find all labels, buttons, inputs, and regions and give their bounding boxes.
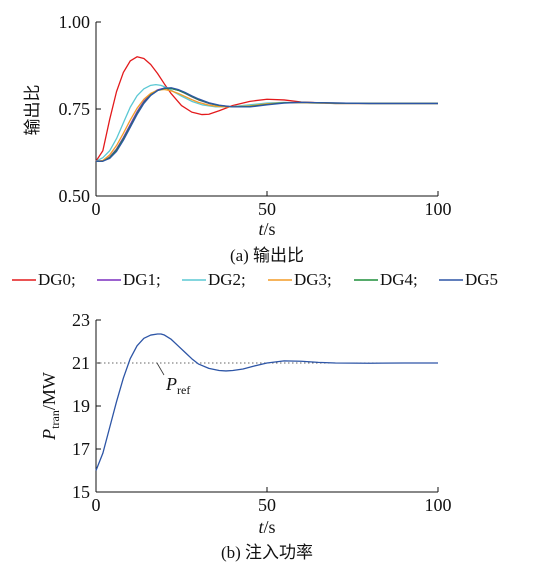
chart-b-ylabel-symbol: P	[39, 429, 59, 441]
chart-b-ytick-label-3: 21	[72, 353, 90, 373]
chart-b-ylabel: Ptran/MW	[39, 372, 62, 441]
chart-b: 0 50 100 15 17 19 21 23 Pref Ptran/MW t/s (b) …	[39, 310, 452, 562]
chart-b-xlabel-var: t	[258, 517, 264, 537]
chart-b-xlabel-unit: /s	[264, 517, 276, 537]
chart-b-ytick-label-2: 19	[72, 396, 90, 416]
chart-b-reference-label: Pref	[165, 374, 190, 397]
chart-a-xlabel-unit: /s	[264, 219, 276, 239]
chart-b-xtick-label-1: 50	[258, 495, 276, 515]
chart-a: 0 50 100 0.50 0.75 1.00 输出比 t/s (a) 输出比	[23, 12, 452, 265]
chart-a-xtick-label-1: 50	[258, 199, 276, 219]
chart-a-ytick-label-0: 0.50	[59, 186, 91, 206]
legend-label-dg5: DG5	[465, 270, 498, 289]
chart-b-ylabel-unit: /MW	[39, 372, 59, 410]
chart-b-series-p-tran	[95, 333, 438, 471]
chart-a-xlabel: t/s	[258, 219, 275, 239]
chart-b-reference-leader	[156, 362, 165, 376]
chart-b-ytick-label-0: 15	[72, 482, 90, 502]
chart-b-ytick-label-1: 17	[72, 439, 90, 459]
chart-b-xtick-label-0: 0	[92, 495, 101, 515]
legend-label-dg3: DG3;	[294, 270, 332, 289]
chart-a-caption: (a) 输出比	[230, 246, 304, 265]
chart-a-series-dg0	[95, 56, 438, 162]
legend: DG0; DG1; DG2; DG3; DG4; DG5	[12, 270, 498, 289]
legend-label-dg1: DG1;	[123, 270, 161, 289]
chart-b-xtick-label-2: 100	[425, 495, 452, 515]
chart-b-reference-symbol: P	[165, 374, 177, 394]
legend-label-dg0: DG0;	[38, 270, 76, 289]
chart-a-xtick-label-2: 100	[425, 199, 452, 219]
legend-label-dg2: DG2;	[208, 270, 246, 289]
chart-b-ytick-label-4: 23	[72, 310, 90, 330]
chart-a-xtick-label-0: 0	[92, 199, 101, 219]
chart-a-xlabel-var: t	[258, 219, 264, 239]
chart-b-caption: (b) 注入功率	[221, 543, 313, 562]
chart-b-xlabel: t/s	[258, 517, 275, 537]
chart-b-reference-subscript: ref	[177, 383, 190, 397]
chart-a-ylabel: 输出比	[23, 85, 42, 136]
chart-a-ytick-label-2: 1.00	[59, 12, 91, 32]
chart-a-series-dg5	[96, 87, 438, 162]
chart-a-ytick-label-1: 0.75	[59, 99, 91, 119]
legend-label-dg4: DG4;	[380, 270, 418, 289]
chart-b-ylabel-subscript: tran	[48, 410, 62, 429]
